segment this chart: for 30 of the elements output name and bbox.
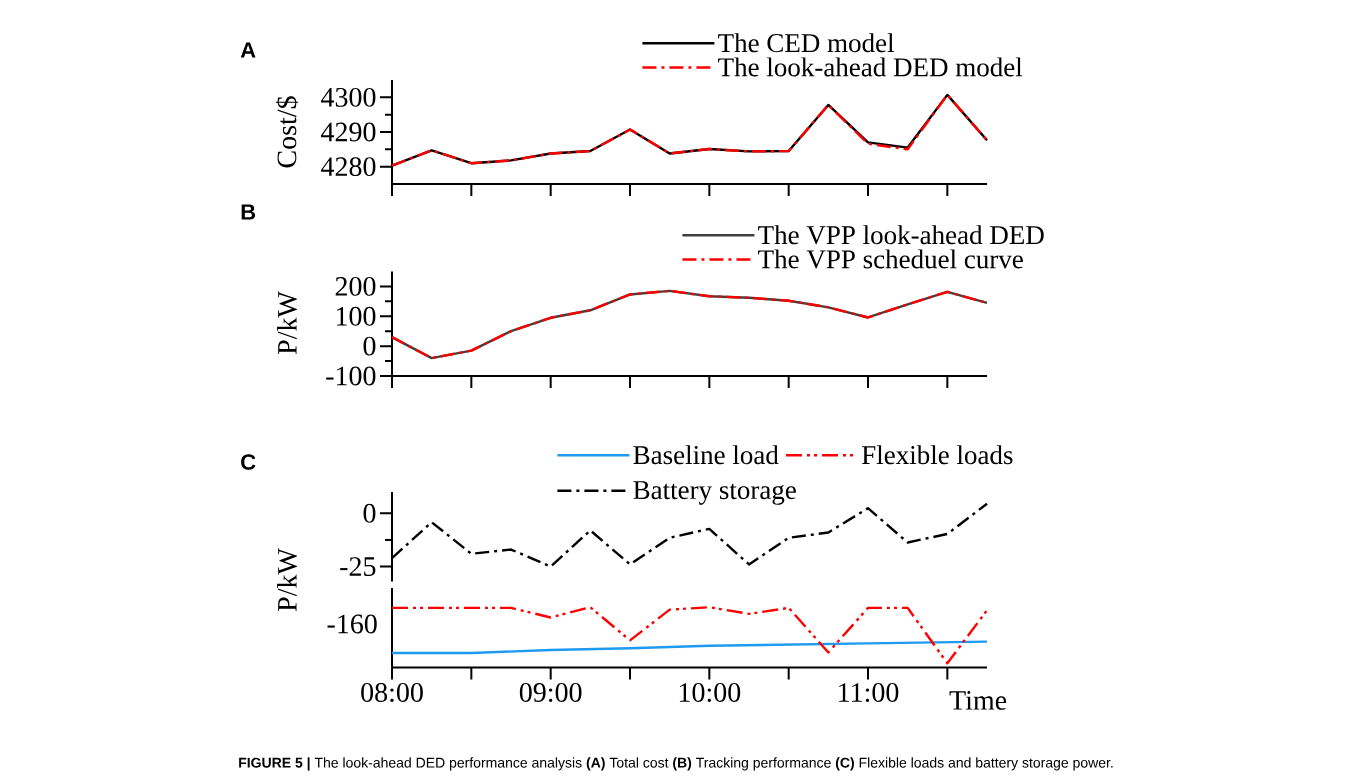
legend-label: The VPP scheduel curve: [758, 249, 1023, 269]
legend-label: Flexible loads: [862, 445, 1013, 465]
y-tick-label: -100: [326, 366, 376, 386]
y-tick-label: 4300: [321, 87, 376, 107]
chart-title: C: [241, 454, 256, 470]
legend-label: The CED model: [718, 33, 895, 53]
y-tick-label: 100: [336, 306, 376, 326]
legend-label: The VPP look-ahead DED: [758, 225, 1044, 245]
y-axis-title: P/kW: [277, 291, 297, 355]
y-tick-label: 0: [363, 503, 376, 523]
y-axis-title: P/kW: [277, 548, 297, 612]
chart-title: B: [241, 204, 256, 220]
x-tick-label: 10:00: [679, 683, 741, 703]
legend-label: The look-ahead DED model: [718, 57, 1023, 77]
x-tick-label: 09:00: [519, 683, 582, 703]
chart-title: A: [240, 42, 256, 58]
y-tick-label: 4290: [321, 122, 376, 142]
legend-label: Battery storage: [633, 481, 796, 505]
legend-label: Baseline load: [633, 445, 779, 465]
y-tick-label: 200: [335, 276, 376, 296]
text: -160: [327, 614, 377, 634]
line-series: [390, 289, 989, 360]
x-axis-title: Time: [949, 691, 1007, 710]
x-tick-label: 08:00: [361, 683, 423, 703]
y-tick-label: 0: [363, 336, 376, 356]
x-tick-label: 11:00: [839, 683, 899, 703]
y-axis-title: Cost/$: [275, 96, 299, 168]
text: FIGURE 5 | The look-ahead DED performance analysis (A) Total cost (B) Tracking performance (C) Flexible loads and battery storage power.: [239, 757, 1113, 771]
y-tick-label: 4280: [321, 157, 376, 177]
y-tick-label: -25: [340, 557, 376, 576]
